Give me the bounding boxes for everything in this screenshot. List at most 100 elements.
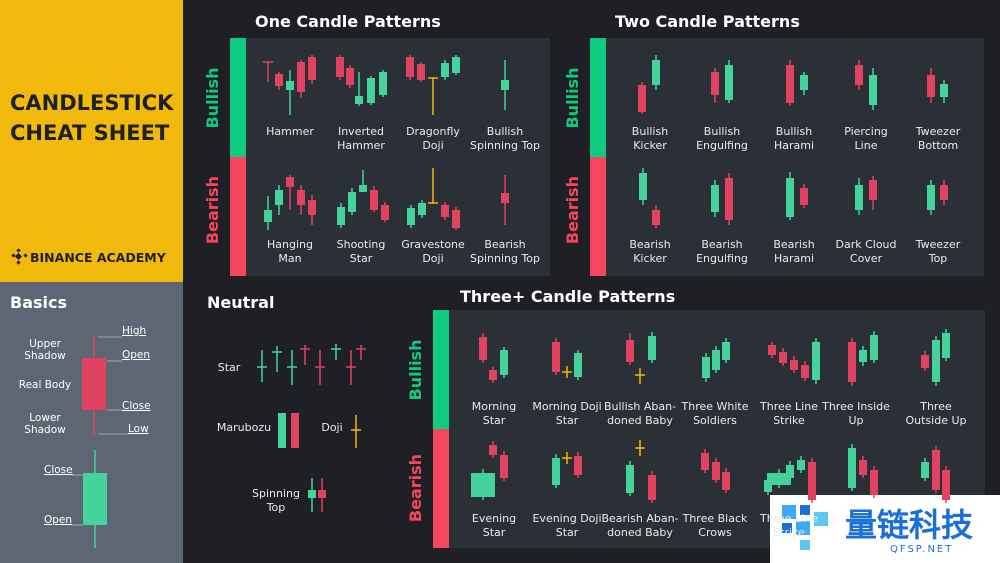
candle-body	[779, 352, 787, 363]
candle-body	[452, 57, 460, 73]
candle-body	[336, 57, 344, 77]
one-candle-title: One Candle Patterns	[255, 12, 441, 31]
candle-body	[870, 470, 878, 495]
candle-body	[479, 337, 487, 360]
neutral-label: Marubozu	[216, 421, 272, 434]
one-candle-panel	[246, 38, 550, 276]
candle-body	[441, 205, 449, 217]
candle-body	[711, 72, 719, 95]
candle-body	[348, 192, 356, 212]
candle-body	[940, 185, 948, 200]
brand: BINANCE ACADEMY	[30, 250, 166, 265]
candle-body	[932, 340, 940, 382]
bearish-bar	[230, 157, 246, 276]
side-label: Bullish	[563, 68, 582, 129]
pattern-label: Hammer	[266, 125, 314, 138]
candle-body	[801, 365, 809, 378]
candle-body	[848, 448, 856, 488]
two-candle-panel	[606, 38, 984, 276]
pattern-label: Hanging Man	[267, 238, 313, 265]
candle-body	[406, 57, 414, 77]
basics-label: Open	[44, 514, 73, 526]
candle-body	[318, 490, 326, 498]
pattern-label: Tweezer Bottom	[915, 125, 961, 152]
bearish-bar	[590, 157, 606, 276]
candle-body	[800, 188, 808, 205]
side-label: Bullish	[406, 340, 425, 401]
pattern-label: Bullish Engulfing	[696, 125, 748, 152]
candle-body	[500, 350, 508, 375]
candle-body	[639, 173, 647, 200]
side-label: Bearish	[406, 454, 425, 522]
candle-body	[500, 455, 508, 478]
candle-body	[859, 350, 867, 362]
bullish-bar	[433, 310, 449, 429]
candle-body	[552, 342, 560, 372]
candle-body	[501, 80, 509, 90]
sheet-title: CANDLESTICK CHEAT SHEET	[10, 91, 174, 145]
pattern-label: Inverted Hammer	[337, 125, 385, 152]
candle-body	[786, 178, 794, 217]
candle-body	[932, 450, 940, 490]
candle-body	[286, 177, 294, 187]
pattern-label: Dragonfly Doji	[406, 125, 460, 152]
candle-body	[722, 472, 730, 490]
candle-body	[870, 335, 878, 360]
candle-body	[489, 445, 497, 455]
candle-body	[725, 65, 733, 100]
candle-body	[768, 345, 776, 355]
candle-body	[286, 81, 294, 90]
candle-body	[297, 190, 305, 205]
bullish-bar	[590, 38, 606, 157]
neutral-label: Spinning Top	[252, 487, 300, 514]
candle-body	[942, 470, 950, 500]
candle-body	[927, 185, 935, 210]
pattern-label: Morning Star	[471, 400, 517, 427]
candle-body	[379, 72, 387, 95]
candle-body	[626, 340, 634, 362]
basics-label: Real Body	[18, 379, 72, 391]
pattern-label: Bearish Harami	[773, 238, 815, 265]
pattern-label: Bearish Engulfing	[696, 238, 748, 265]
basics-label: High	[122, 325, 147, 337]
candle-body	[638, 85, 646, 112]
candle-body	[800, 75, 808, 90]
candle-body	[848, 342, 856, 382]
candle-body	[712, 462, 720, 480]
candle-body	[701, 453, 709, 470]
watermark-logo	[782, 505, 828, 550]
candle-body	[370, 190, 378, 210]
pattern-label: Three White Soldiers	[681, 400, 749, 427]
candle-body	[264, 210, 272, 222]
side-label: Bearish	[203, 176, 222, 244]
pattern-label: Bearish Aban- doned Baby	[601, 512, 679, 539]
bearish-bar	[433, 429, 449, 548]
candle-body	[275, 190, 283, 205]
basics-title: Basics	[10, 293, 68, 312]
basics-label: Lower Shadow	[24, 412, 66, 436]
candle-body	[786, 65, 794, 103]
candle-body	[940, 84, 948, 97]
candle-body	[574, 353, 582, 377]
candle-body	[702, 357, 710, 378]
candle-body	[275, 74, 283, 86]
candle-body	[764, 480, 772, 492]
candle-body	[808, 462, 816, 500]
candle-body	[648, 475, 656, 500]
candle-body	[407, 208, 415, 225]
basics-label: Upper Shadow	[24, 338, 66, 362]
candle-body	[711, 185, 719, 212]
pattern-label: Bearish Spinning Top	[469, 238, 541, 265]
candle-body	[927, 75, 935, 97]
pattern-label: Dark Cloud Cover	[835, 238, 897, 265]
candle-body	[859, 460, 867, 475]
pattern-label: Three Line Strike	[760, 400, 818, 427]
watermark-site: QFSP.NET	[890, 544, 954, 555]
pattern-label: Three Line Strike	[760, 512, 818, 539]
side-label: Bullish	[203, 68, 222, 129]
neutral-label: Doji	[321, 421, 343, 434]
pattern-label: Shooting Star	[336, 238, 386, 265]
side-label: Bearish	[563, 176, 582, 244]
